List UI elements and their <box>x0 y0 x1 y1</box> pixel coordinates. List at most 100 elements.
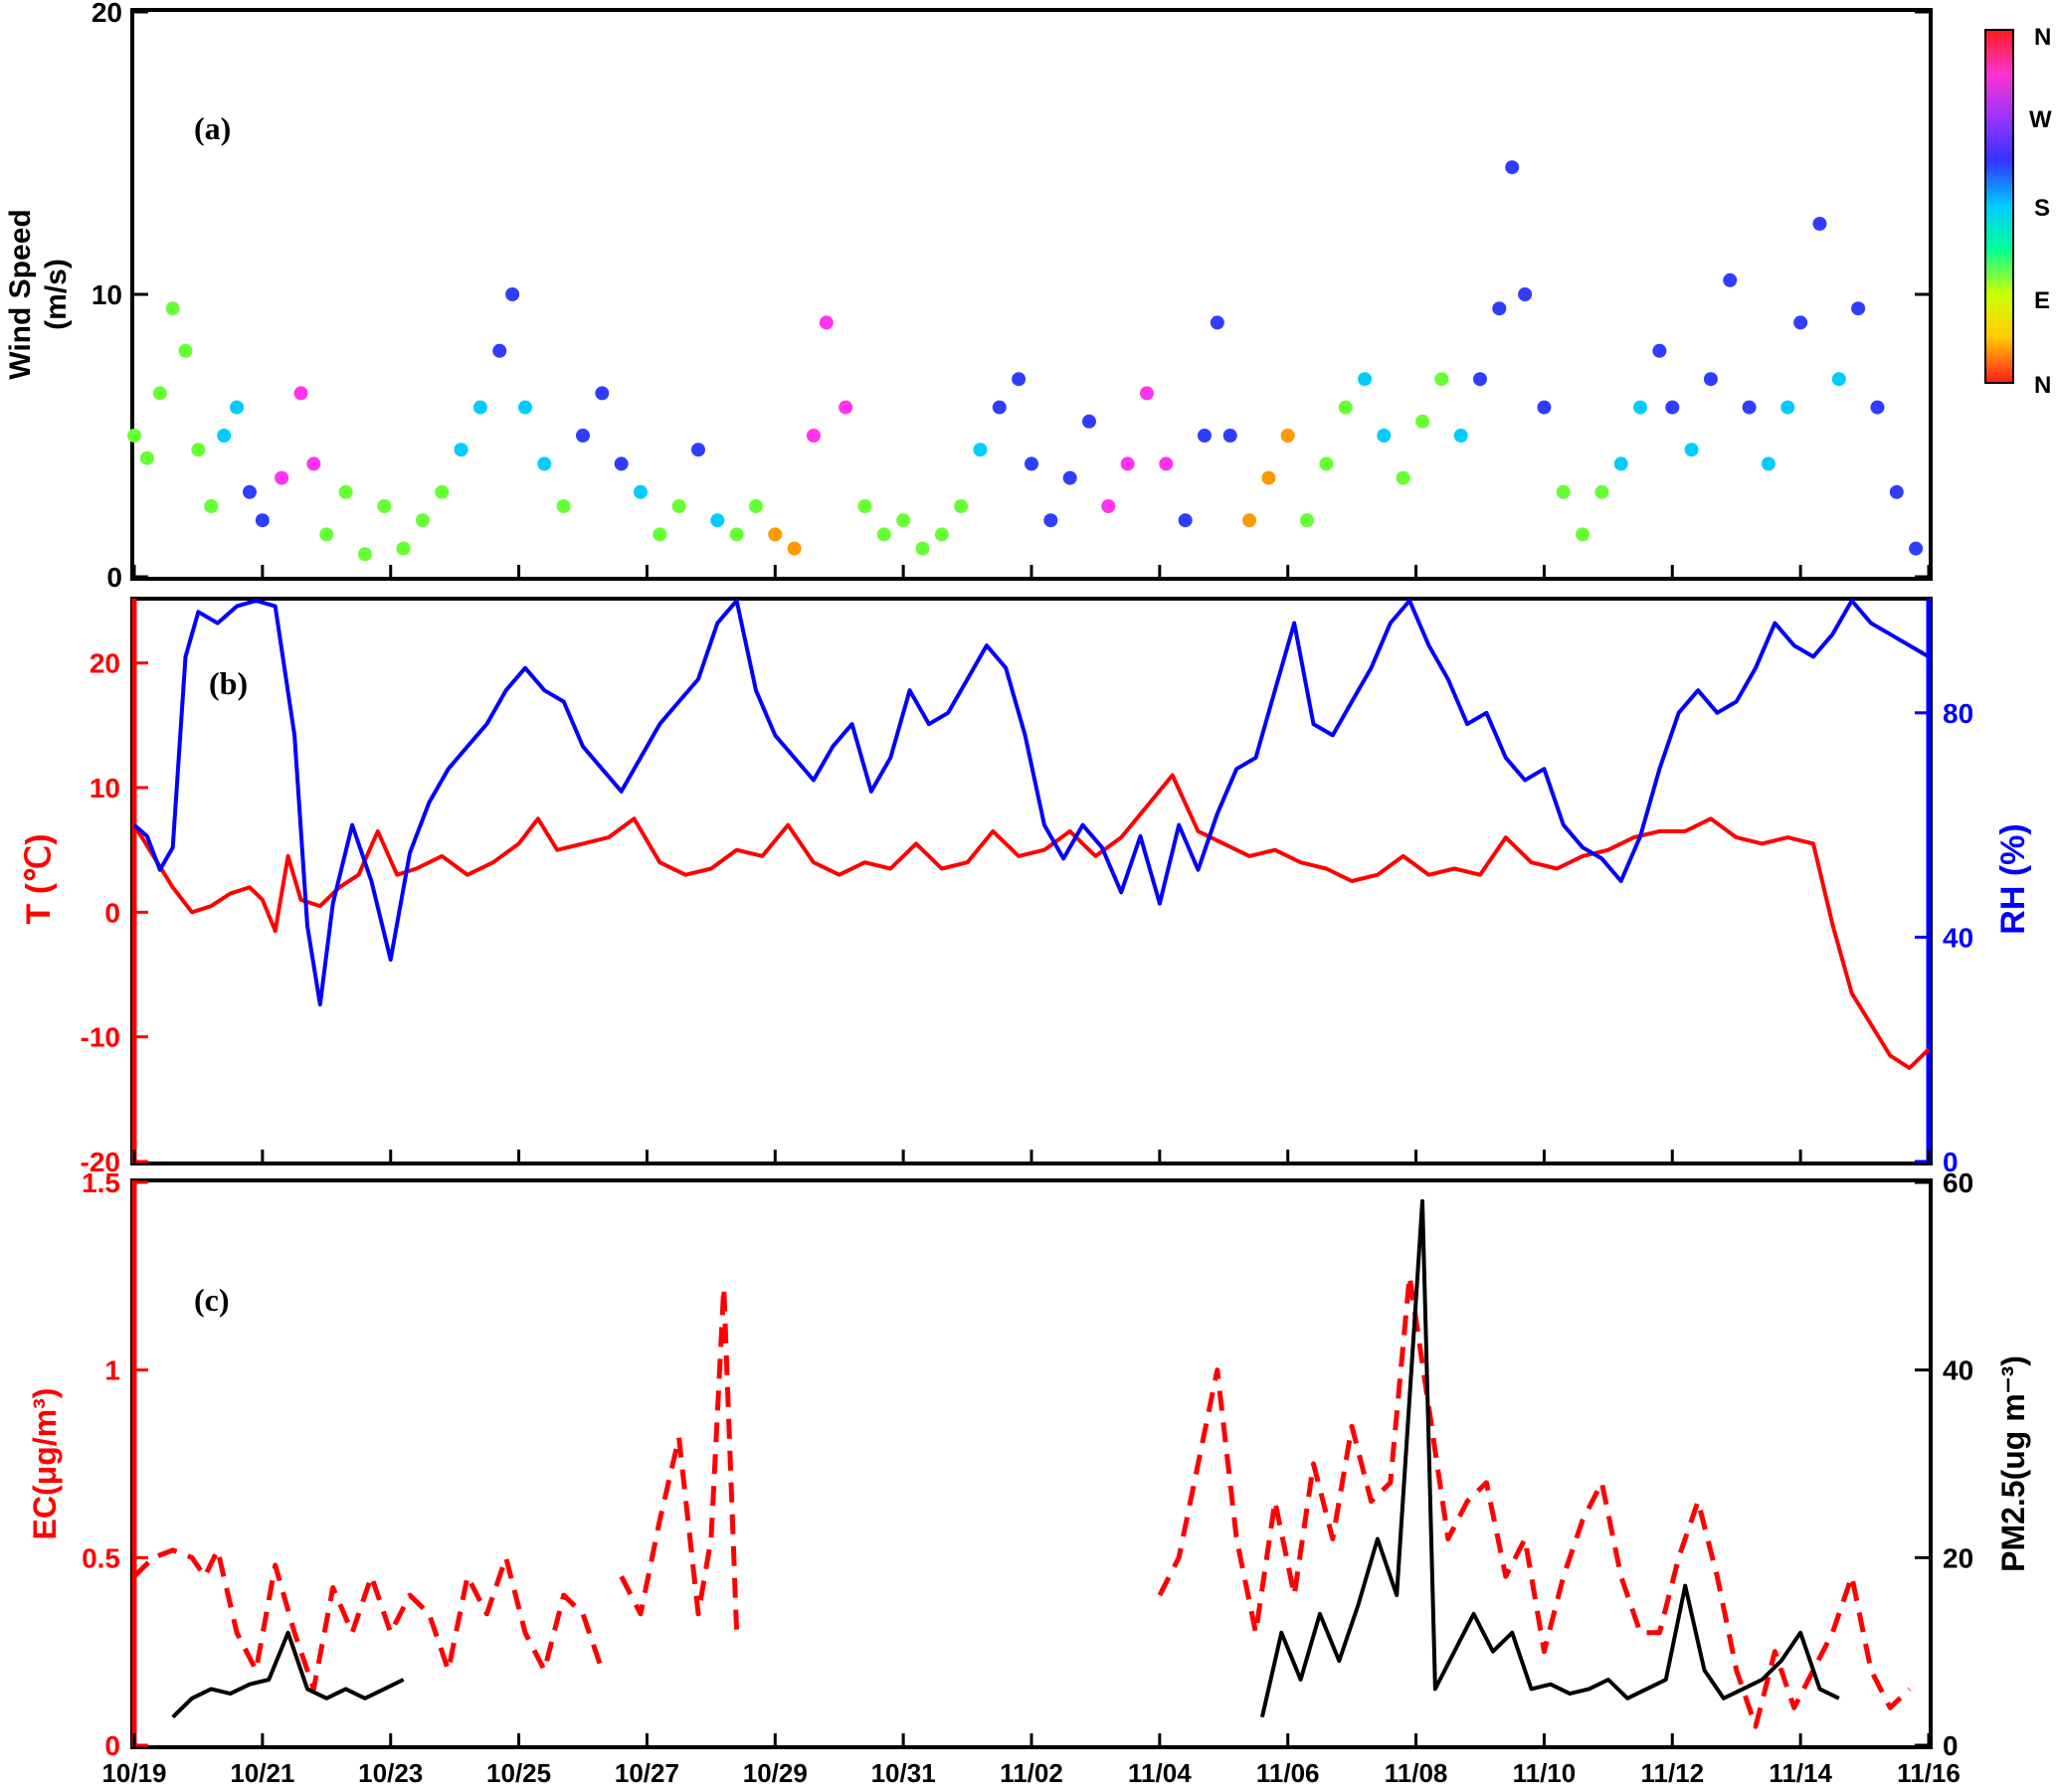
x-axis-ticks: 10/19 10/21 10/23 10/25 10/27 10/29 10/31 11/02… <box>101 565 1961 1788</box>
wind-point-76 <box>1473 372 1487 387</box>
wind-point-74 <box>1434 372 1449 387</box>
wind-point-11 <box>275 470 289 485</box>
wind-point-62 <box>1210 315 1224 330</box>
wind-point-24 <box>505 287 520 301</box>
wind-point-58 <box>1139 386 1154 401</box>
wind-point-75 <box>1453 429 1468 443</box>
wind-point-66 <box>1280 429 1295 443</box>
wind-point-84 <box>1613 456 1628 471</box>
wind-point-43 <box>857 499 872 513</box>
c-ytick-left-label-3: 1.5 <box>82 1167 120 1198</box>
wind-point-51 <box>1012 372 1027 387</box>
wind-point-10 <box>255 513 270 528</box>
panel-b-series <box>132 599 1931 1070</box>
wind-point-3 <box>165 301 180 316</box>
wind-point-77 <box>1492 301 1507 316</box>
wind-point-22 <box>472 400 487 415</box>
wind-point-95 <box>1812 217 1827 231</box>
wind-point-14 <box>319 527 334 542</box>
b-ytick-left-label-4: 20 <box>90 648 120 679</box>
wind-point-69 <box>1338 400 1353 415</box>
wind-point-88 <box>1684 443 1699 457</box>
wind-point-56 <box>1101 499 1116 513</box>
wind-point-44 <box>876 527 891 542</box>
b-ytick-right-label-1: 40 <box>1943 922 1973 953</box>
xtick-label-11: 11/10 <box>1513 1758 1577 1788</box>
pm25-line-segment-0 <box>171 1630 405 1719</box>
wind-point-34 <box>690 443 705 457</box>
wind-point-50 <box>992 400 1007 415</box>
wind-point-55 <box>1081 414 1096 429</box>
c-ytick-right-label-0: 0 <box>1943 1730 1959 1761</box>
wind-point-93 <box>1780 400 1795 415</box>
wind-point-36 <box>729 527 744 542</box>
wind-point-78 <box>1505 160 1520 175</box>
b-ytick-left-label-1: -10 <box>81 1022 120 1053</box>
wind-point-17 <box>377 499 392 513</box>
c-ytick-left-label-0: 0 <box>104 1730 120 1761</box>
wind-point-79 <box>1518 287 1533 301</box>
wind-point-70 <box>1358 372 1373 387</box>
xtick-label-6: 10/31 <box>871 1758 936 1788</box>
wind-point-83 <box>1594 484 1609 499</box>
wind-point-49 <box>973 443 988 457</box>
panel-a-frame <box>130 8 1933 581</box>
wind-point-32 <box>653 527 667 542</box>
wind-point-26 <box>537 456 552 471</box>
wind-point-19 <box>415 513 430 528</box>
panel-b-ylabel-right: RH (%) <box>1994 823 2032 934</box>
wind-point-27 <box>556 499 571 513</box>
wind-point-53 <box>1043 513 1058 528</box>
colorbar-label-2: S <box>2034 195 2050 222</box>
panel-a-label: (a) <box>194 110 231 146</box>
wind-point-41 <box>819 315 834 330</box>
wind-point-80 <box>1537 400 1552 415</box>
xtick-label-14: 11/16 <box>1897 1758 1961 1788</box>
xtick-label-7: 11/02 <box>1000 1758 1063 1788</box>
temperature-line <box>132 773 1931 1070</box>
wind-point-85 <box>1633 400 1648 415</box>
wind-point-98 <box>1870 400 1885 415</box>
wind-point-73 <box>1415 414 1430 429</box>
wind-point-38 <box>768 527 783 542</box>
wind-point-8 <box>230 400 245 415</box>
wind-point-87 <box>1665 400 1680 415</box>
wind-point-61 <box>1197 429 1212 443</box>
wind-point-68 <box>1319 456 1334 471</box>
wind-point-2 <box>152 386 167 401</box>
wind-point-40 <box>806 429 821 443</box>
wind-point-16 <box>357 547 372 562</box>
wind-point-46 <box>915 541 930 556</box>
colorbar-label-4: N <box>2034 372 2051 399</box>
c-ytick-right-label-2: 40 <box>1943 1355 1973 1386</box>
wind-point-82 <box>1576 527 1590 542</box>
wind-point-15 <box>338 484 353 499</box>
xtick-label-9: 11/06 <box>1256 1758 1320 1788</box>
xtick-label-2: 10/23 <box>358 1758 423 1788</box>
wind-point-12 <box>293 386 308 401</box>
wind-point-18 <box>396 541 411 556</box>
wind-point-20 <box>435 484 450 499</box>
wind-point-67 <box>1300 513 1315 528</box>
ec-line-segment-1 <box>619 1285 740 1633</box>
wind-point-0 <box>127 429 141 443</box>
c-ytick-left-label-2: 1 <box>104 1355 120 1386</box>
wind-point-86 <box>1652 343 1667 358</box>
xtick-label-13: 11/14 <box>1769 1758 1832 1788</box>
xtick-label-8: 11/04 <box>1128 1758 1192 1788</box>
colorbar <box>1984 29 2014 384</box>
wind-point-92 <box>1761 456 1776 471</box>
pm25-line-segment-1 <box>1259 1198 1840 1718</box>
wind-point-90 <box>1723 272 1738 287</box>
wind-point-1 <box>139 450 154 465</box>
a-ytick-label-0: 0 <box>106 562 122 593</box>
wind-point-4 <box>178 343 193 358</box>
wind-point-94 <box>1793 315 1808 330</box>
panel-a-points <box>127 160 1924 562</box>
xtick-label-4: 10/27 <box>615 1758 679 1788</box>
wind-point-13 <box>306 456 321 471</box>
wind-point-52 <box>1025 456 1038 471</box>
wind-point-81 <box>1556 484 1571 499</box>
b-ytick-right-label-2: 80 <box>1943 698 1973 729</box>
